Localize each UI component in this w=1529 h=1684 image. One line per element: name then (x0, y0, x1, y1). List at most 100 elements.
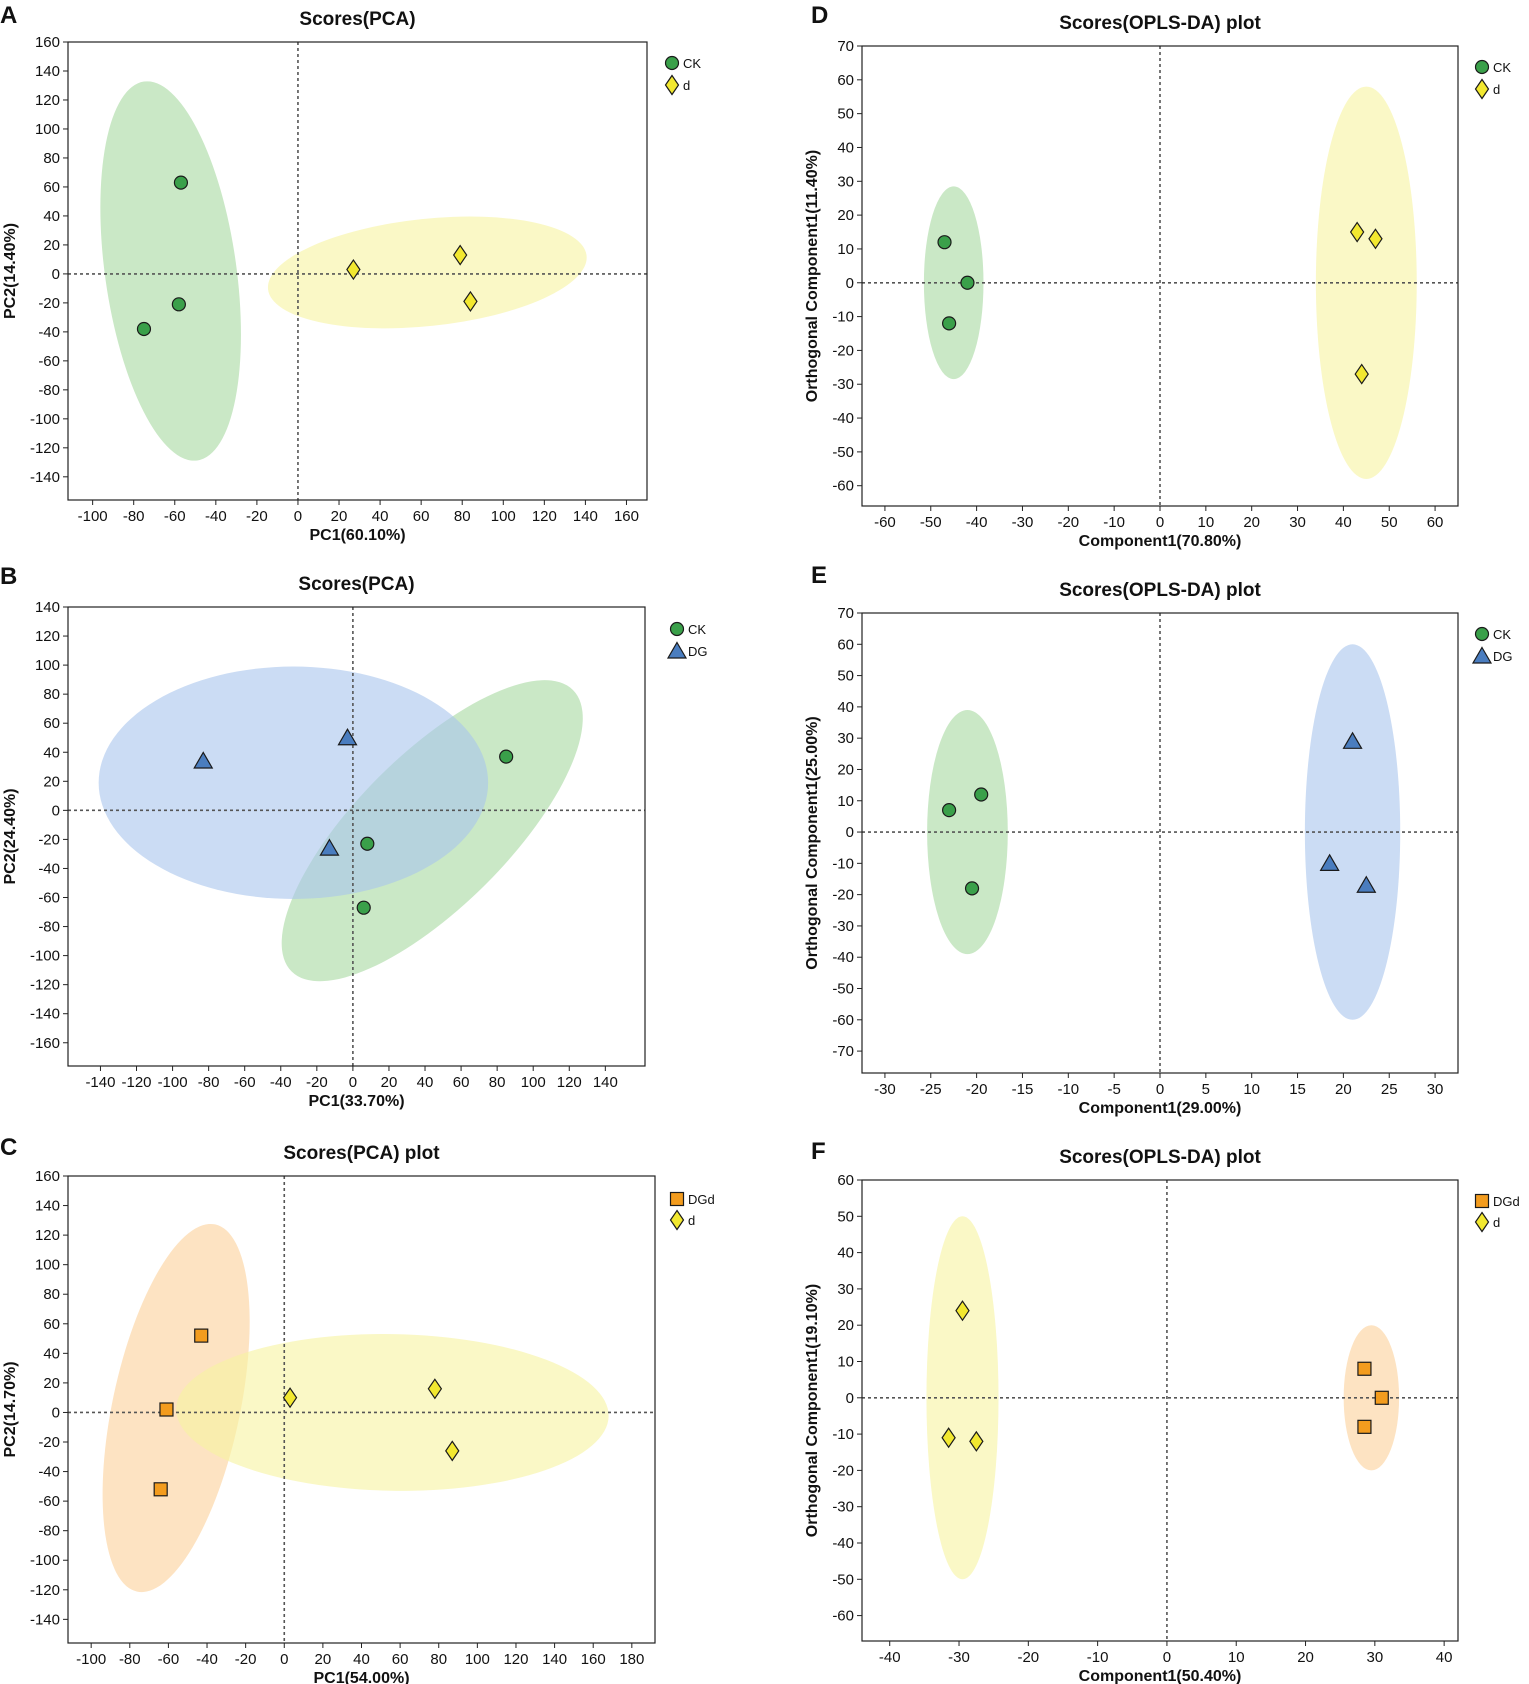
y-tick-label: -20 (832, 1462, 854, 1479)
chart-panel-f: 60 50 40 30 20 10 0 -10 -20 -30 -40 -50 -60 -40 -30 -20… (804, 1138, 1520, 1684)
y-axis-label: Orthogonal Component1(11.40%) (804, 150, 821, 402)
panel-letter: F (811, 1138, 826, 1165)
x-tick-label: -20 (306, 1074, 328, 1091)
data-point-ck (499, 749, 514, 764)
data-point-d (969, 1430, 984, 1452)
x-tick-label: 20 (331, 508, 348, 525)
legend-label: d (688, 1213, 695, 1228)
panel-letter: A (0, 2, 17, 29)
x-axis-label: Component1(70.80%) (1079, 533, 1242, 550)
x-tick-label: -100 (78, 508, 108, 525)
x-tick-label: 80 (489, 1074, 506, 1091)
data-point-ck (173, 175, 189, 190)
legend-label: d (683, 78, 690, 93)
x-tick-label: -40 (196, 1651, 218, 1668)
y-tick-label: -100 (30, 411, 60, 428)
legend-label: CK (1493, 60, 1511, 75)
confidence-ellipse-dgd (1343, 1325, 1400, 1471)
y-tick-label: -30 (832, 376, 854, 393)
x-tick-label: 10 (1228, 1649, 1245, 1666)
y-tick-label: -50 (832, 444, 854, 461)
y-tick-label: -60 (38, 890, 60, 907)
legend-label: CK (1493, 627, 1511, 642)
data-point-d (427, 1378, 443, 1400)
x-tick-label: -40 (205, 508, 227, 525)
y-tick-label: -100 (30, 1552, 60, 1569)
x-tick-label: -40 (966, 514, 988, 531)
y-tick-label: -100 (30, 948, 60, 965)
x-tick-label: 40 (1335, 514, 1352, 531)
data-point-ck (136, 321, 152, 337)
confidence-ellipse-dg (98, 666, 489, 899)
data-point-d (346, 258, 361, 281)
x-tick-label: -20 (1017, 1649, 1039, 1666)
x-axis-label: PC1(54.00%) (313, 1670, 409, 1684)
x-tick-label: 140 (593, 1074, 618, 1091)
data-point-dgd (194, 1328, 209, 1343)
x-tick-label: -60 (158, 1651, 180, 1668)
x-tick-label: 30 (1427, 1081, 1444, 1098)
y-tick-label: 60 (837, 636, 854, 653)
x-tick-label: -15 (1012, 1081, 1034, 1098)
legend-label: DGd (688, 1192, 715, 1207)
y-tick-label: -10 (832, 1426, 854, 1443)
y-tick-label: 30 (837, 1281, 854, 1298)
y-axis-label: Orthogonal Component1(25.00%) (804, 716, 821, 969)
legend: CK d (1474, 59, 1511, 100)
x-tick-label: -20 (966, 1081, 988, 1098)
y-tick-label: -80 (38, 382, 60, 399)
y-tick-label: -140 (30, 1611, 60, 1628)
x-tick-label: -40 (879, 1649, 901, 1666)
legend-label: d (1493, 1215, 1500, 1230)
x-tick-label: 160 (581, 1651, 606, 1668)
data-point-ck (937, 235, 952, 250)
x-tick-label: 0 (1163, 1649, 1171, 1666)
y-tick-label: -70 (832, 1043, 854, 1060)
x-tick-label: -25 (920, 1081, 942, 1098)
legend-marker-d (664, 74, 680, 96)
y-tick-label: -140 (30, 1006, 60, 1023)
panel-letter: E (811, 562, 827, 589)
y-tick-label: -40 (832, 949, 854, 966)
y-tick-label: 70 (837, 38, 854, 55)
y-axis-label: PC2(14.70%) (2, 1361, 19, 1457)
legend-marker-dgd (669, 1191, 685, 1207)
y-tick-label: 0 (52, 802, 60, 819)
confidence-ellipse-dg (1304, 644, 1401, 1020)
x-tick-label: 20 (381, 1074, 398, 1091)
legend: DGd d (1474, 1193, 1520, 1233)
confidence-ellipse-d (926, 1216, 999, 1580)
y-tick-label: 60 (43, 715, 60, 732)
x-tick-label: 40 (417, 1074, 434, 1091)
x-tick-label: -60 (874, 514, 896, 531)
x-tick-label: -5 (1107, 1081, 1120, 1098)
y-tick-label: 80 (43, 686, 60, 703)
x-axis-label: PC1(33.70%) (308, 1093, 404, 1110)
x-tick-label: -20 (235, 1651, 257, 1668)
y-axis-label: Orthogonal Component1(19.10%) (804, 1284, 821, 1537)
y-tick-label: -40 (38, 1464, 60, 1481)
y-tick-label: 20 (43, 1375, 60, 1392)
chart-panel-c: 160 140 120 100 80 60 40 20 0 -20 -40 -60 -80 -100 -12… (0, 1134, 715, 1684)
x-tick-label: 80 (430, 1651, 447, 1668)
y-tick-label: 0 (846, 824, 854, 841)
y-tick-label: 60 (43, 179, 60, 196)
panel-letter: B (0, 563, 17, 590)
legend-marker-d (1474, 1211, 1490, 1233)
y-tick-label: -40 (832, 1535, 854, 1552)
panel-letter: C (0, 1134, 17, 1161)
y-tick-label: 20 (43, 773, 60, 790)
x-axis-label: Component1(29.00%) (1079, 1100, 1242, 1117)
x-tick-label: 50 (1381, 514, 1398, 531)
y-tick-label: -20 (38, 831, 60, 848)
legend: CK DG (1471, 626, 1513, 664)
x-tick-label: -80 (198, 1074, 220, 1091)
x-tick-label: -60 (234, 1074, 256, 1091)
legend-label: CK (688, 622, 706, 637)
x-tick-label: 60 (453, 1074, 470, 1091)
x-tick-label: 20 (1243, 514, 1260, 531)
x-tick-label: 20 (1297, 1649, 1314, 1666)
x-tick-label: -40 (270, 1074, 292, 1091)
data-point-dg (337, 728, 358, 746)
